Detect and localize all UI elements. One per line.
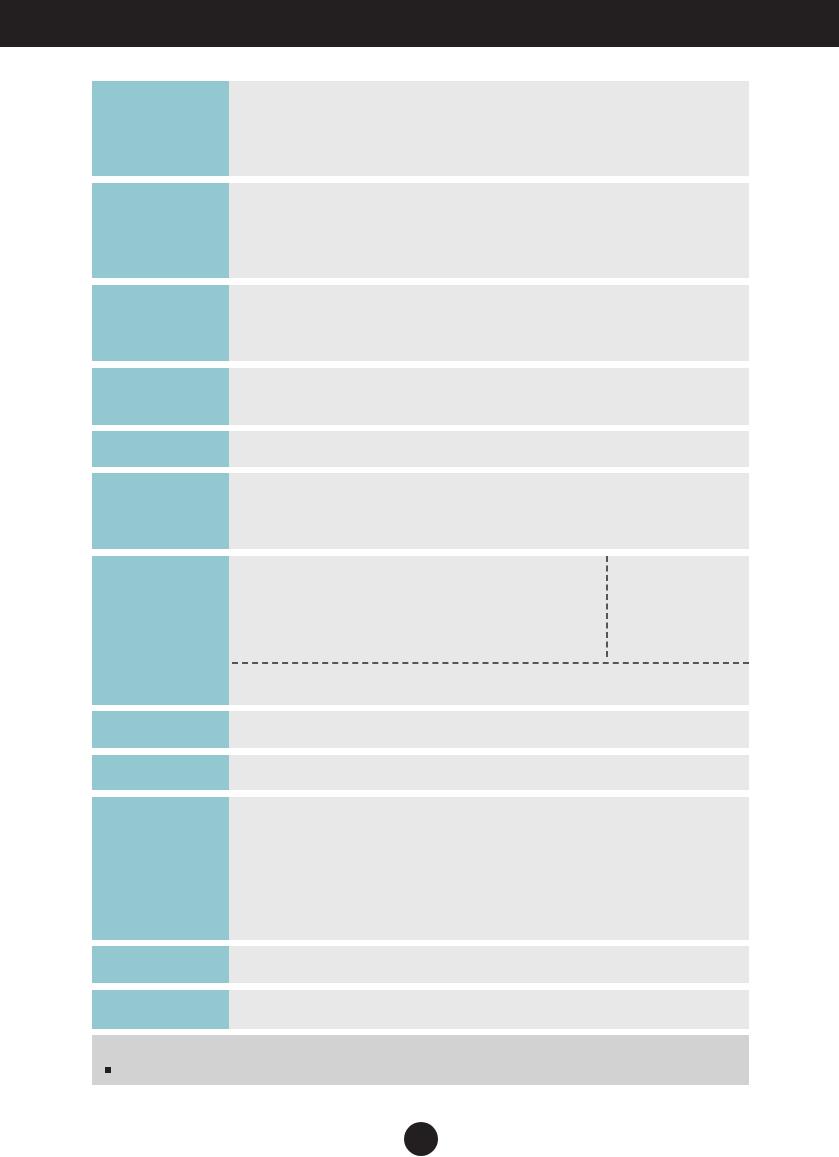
- row-value: [229, 81, 749, 176]
- row-value: [229, 946, 749, 983]
- row-label: [92, 81, 229, 176]
- row-label: [92, 797, 229, 940]
- vertical-dashed-divider: [606, 556, 608, 657]
- note-box: [92, 1035, 749, 1085]
- row-value-split: [229, 556, 749, 705]
- table-row: [92, 990, 749, 1029]
- row-value: [229, 368, 749, 425]
- horizontal-dashed-divider: [232, 662, 749, 664]
- row-label: [92, 431, 229, 467]
- table-row: [92, 556, 749, 705]
- table-row: [92, 183, 749, 278]
- row-label: [92, 711, 229, 748]
- table-row: [92, 81, 749, 176]
- table-row: [92, 285, 749, 361]
- row-label: [92, 946, 229, 983]
- table-row: [92, 473, 749, 549]
- row-value: [229, 183, 749, 278]
- row-label: [92, 183, 229, 278]
- row-label: [92, 368, 229, 425]
- row-label: [92, 990, 229, 1029]
- table-row: [92, 797, 749, 940]
- square-bullet-icon: [105, 1067, 111, 1073]
- page-number-badge: [404, 1122, 438, 1156]
- row-label: [92, 556, 229, 705]
- table-row: [92, 755, 749, 790]
- row-label: [92, 285, 229, 361]
- row-value: [229, 990, 749, 1029]
- row-label: [92, 755, 229, 790]
- row-value: [229, 285, 749, 361]
- row-value: [229, 797, 749, 940]
- table-row: [92, 431, 749, 467]
- table-row: [92, 711, 749, 748]
- table-row: [92, 368, 749, 425]
- row-value: [229, 711, 749, 748]
- row-label: [92, 473, 229, 549]
- table-row: [92, 946, 749, 983]
- header-bar: [0, 0, 839, 47]
- row-value: [229, 473, 749, 549]
- row-value: [229, 755, 749, 790]
- row-value: [229, 431, 749, 467]
